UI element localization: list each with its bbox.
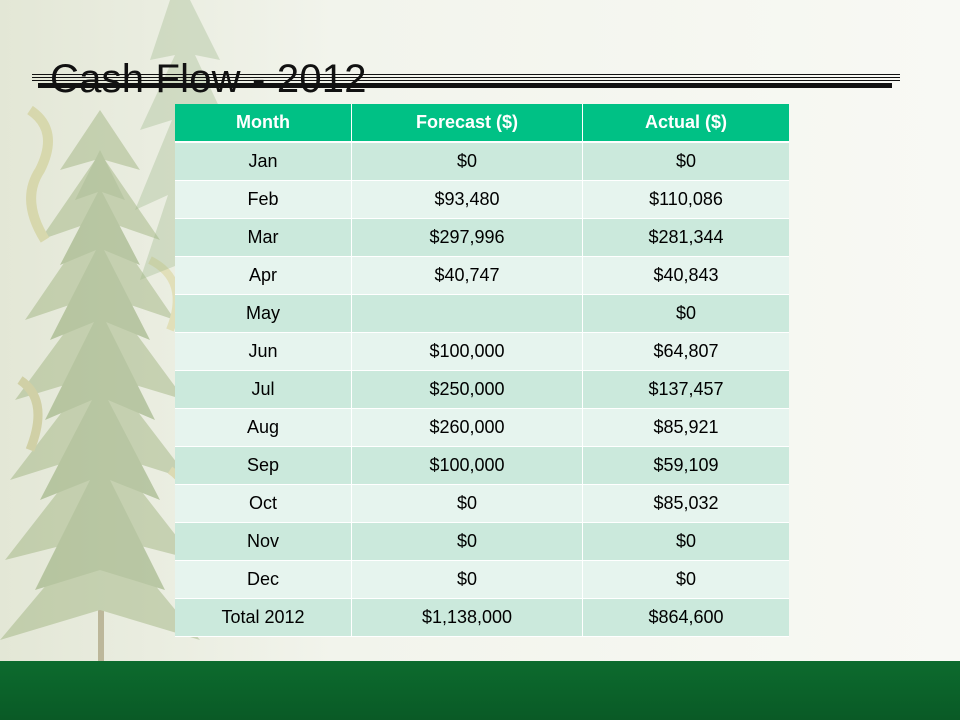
cell-actual: $110,086 bbox=[583, 181, 789, 219]
cell-actual: $0 bbox=[583, 523, 789, 561]
cell-actual: $137,457 bbox=[583, 371, 789, 409]
cell-month: Total 2012 bbox=[175, 599, 352, 637]
cell-forecast: $1,138,000 bbox=[352, 599, 583, 637]
table-row: Sep $100,000 $59,109 bbox=[175, 447, 789, 485]
title-underline bbox=[32, 74, 900, 92]
table-row: Dec $0 $0 bbox=[175, 561, 789, 599]
footer-bar bbox=[0, 661, 960, 720]
cell-forecast: $0 bbox=[352, 561, 583, 599]
header-forecast: Forecast ($) bbox=[352, 104, 583, 143]
table-row: May $0 bbox=[175, 295, 789, 333]
cell-month: Aug bbox=[175, 409, 352, 447]
cell-actual: $0 bbox=[583, 295, 789, 333]
header-actual: Actual ($) bbox=[583, 104, 789, 143]
cell-actual: $40,843 bbox=[583, 257, 789, 295]
cell-month: May bbox=[175, 295, 352, 333]
table-row: Mar $297,996 $281,344 bbox=[175, 219, 789, 257]
cell-month: Jan bbox=[175, 143, 352, 181]
cell-month: Feb bbox=[175, 181, 352, 219]
table-row: Oct $0 $85,032 bbox=[175, 485, 789, 523]
table-row: Feb $93,480 $110,086 bbox=[175, 181, 789, 219]
cell-forecast: $260,000 bbox=[352, 409, 583, 447]
table-row: Jan $0 $0 bbox=[175, 143, 789, 181]
cell-actual: $64,807 bbox=[583, 333, 789, 371]
cell-month: Apr bbox=[175, 257, 352, 295]
cell-month: Dec bbox=[175, 561, 352, 599]
page-title: Cash Flow - 2012 bbox=[50, 56, 367, 101]
cell-forecast bbox=[352, 295, 583, 333]
cash-flow-table: Month Forecast ($) Actual ($) Jan $0 $0 … bbox=[175, 104, 789, 637]
cell-month: Jul bbox=[175, 371, 352, 409]
table-row: Nov $0 $0 bbox=[175, 523, 789, 561]
cell-actual: $0 bbox=[583, 561, 789, 599]
table-row: Apr $40,747 $40,843 bbox=[175, 257, 789, 295]
cell-actual: $85,921 bbox=[583, 409, 789, 447]
cell-actual: $59,109 bbox=[583, 447, 789, 485]
table-header-row: Month Forecast ($) Actual ($) bbox=[175, 104, 789, 143]
table-row: Aug $260,000 $85,921 bbox=[175, 409, 789, 447]
cell-forecast: $297,996 bbox=[352, 219, 583, 257]
cell-month: Sep bbox=[175, 447, 352, 485]
tree-illustration-icon bbox=[0, 0, 240, 661]
cell-month: Jun bbox=[175, 333, 352, 371]
cell-actual: $0 bbox=[583, 143, 789, 181]
cell-month: Oct bbox=[175, 485, 352, 523]
cell-forecast: $100,000 bbox=[352, 333, 583, 371]
header-month: Month bbox=[175, 104, 352, 143]
cell-forecast: $100,000 bbox=[352, 447, 583, 485]
table-row: Jul $250,000 $137,457 bbox=[175, 371, 789, 409]
cell-forecast: $40,747 bbox=[352, 257, 583, 295]
table-row: Jun $100,000 $64,807 bbox=[175, 333, 789, 371]
cell-month: Nov bbox=[175, 523, 352, 561]
cell-forecast: $0 bbox=[352, 485, 583, 523]
cell-month: Mar bbox=[175, 219, 352, 257]
cell-forecast: $0 bbox=[352, 523, 583, 561]
cell-forecast: $250,000 bbox=[352, 371, 583, 409]
cell-actual: $864,600 bbox=[583, 599, 789, 637]
cell-actual: $281,344 bbox=[583, 219, 789, 257]
cell-forecast: $0 bbox=[352, 143, 583, 181]
cell-actual: $85,032 bbox=[583, 485, 789, 523]
table-total-row: Total 2012 $1,138,000 $864,600 bbox=[175, 599, 789, 637]
cell-forecast: $93,480 bbox=[352, 181, 583, 219]
